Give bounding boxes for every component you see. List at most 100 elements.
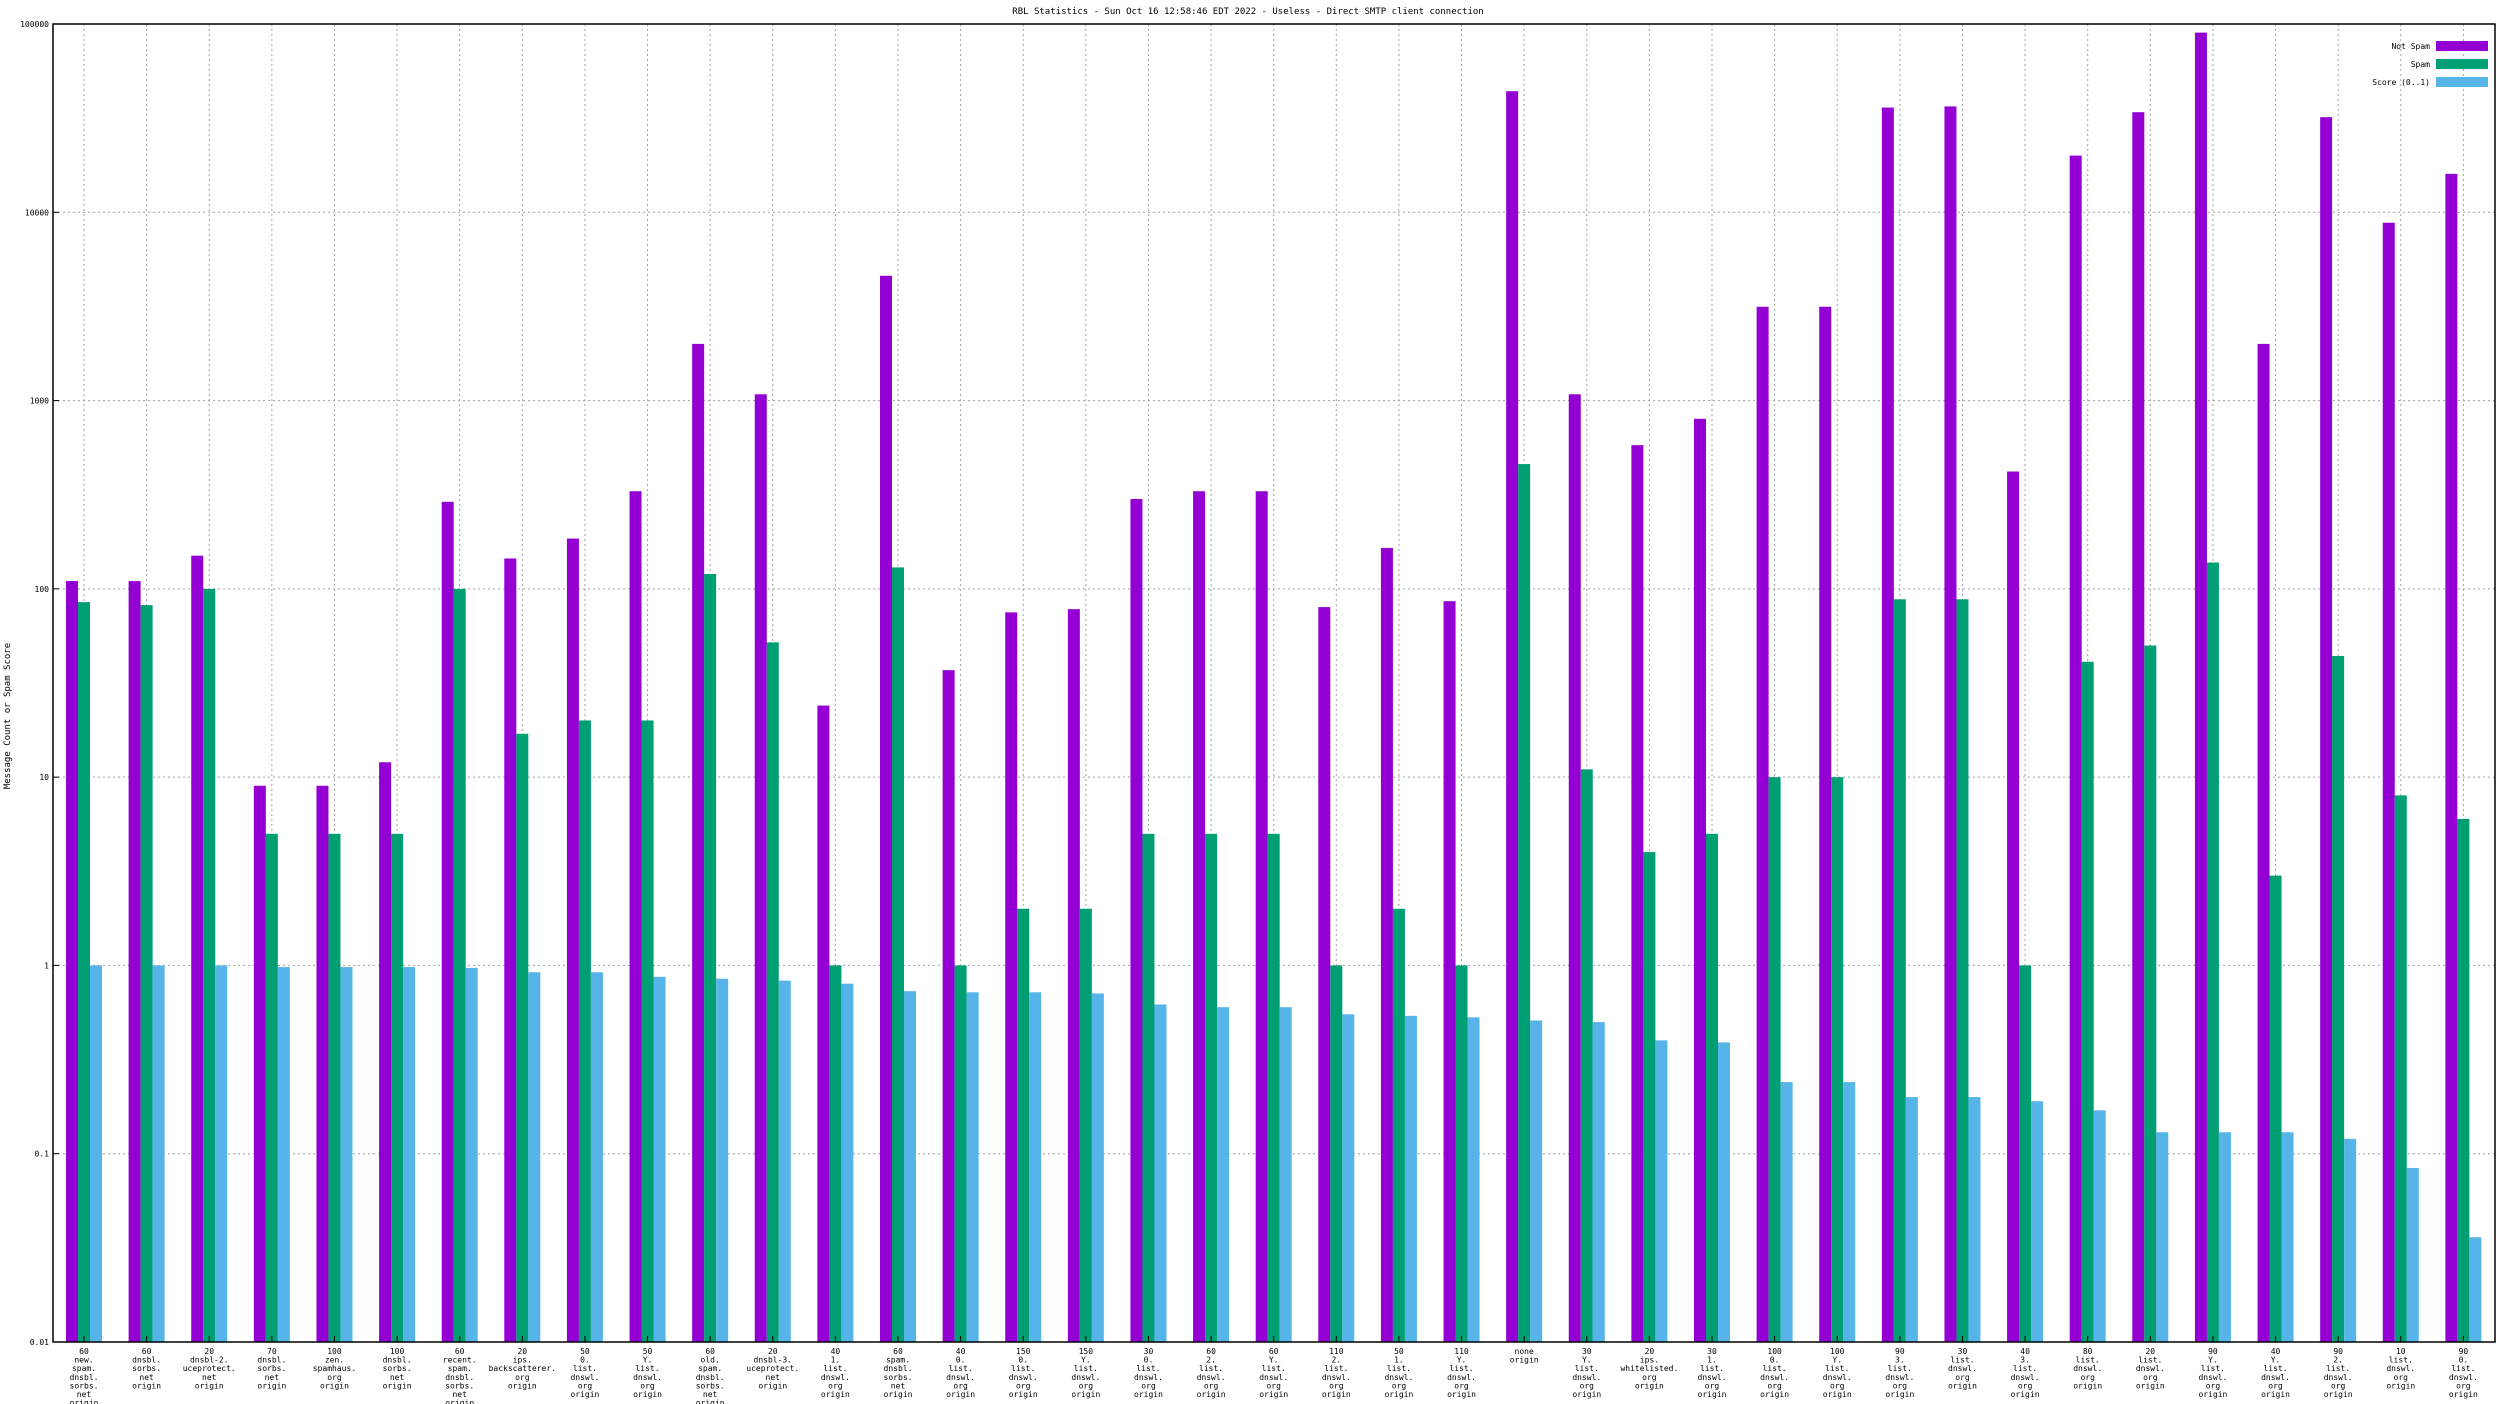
y-axis-label: Message Count or Spam Score (3, 643, 13, 789)
x-tick-label-line: dnswl. (1447, 1373, 1476, 1382)
x-tick-label-line: origin (1071, 1390, 1100, 1399)
bar (2069, 155, 2082, 1342)
x-tick-label-line: net (77, 1390, 92, 1399)
x-tick-label-line: dnswl. (2198, 1373, 2227, 1382)
x-tick-label-line: list. (1324, 1364, 1348, 1373)
x-tick-label-line: origin (2198, 1390, 2227, 1399)
x-tick-label-line: org (1079, 1381, 1094, 1390)
x-tick-label-line: dnswl. (946, 1373, 975, 1382)
x-tick-label-line: 30 (1582, 1347, 1592, 1356)
x-tick-label-line: dnsbl. (884, 1364, 913, 1373)
x-tick-label: 100 0. list. dnswl. org origin (1760, 1347, 1789, 1399)
x-tick-label-line: org (1830, 1381, 1845, 1390)
x-tick-label-line: list. (2263, 1364, 2287, 1373)
bar (966, 992, 979, 1342)
x-tick-label-line: org (1204, 1381, 1219, 1390)
x-tick-label-line: 20 (2145, 1347, 2155, 1356)
x-tick-label-line: 20 (768, 1347, 778, 1356)
x-tick-label-line: 80 (2083, 1347, 2093, 1356)
bar (1968, 1097, 1981, 1342)
bar (841, 983, 854, 1342)
bar (1768, 777, 1781, 1342)
bar (817, 705, 830, 1342)
x-tick-label-line: list. (1011, 1364, 1035, 1373)
x-tick-label-line: 2. (1331, 1356, 1341, 1365)
x-tick-label-line: org (1454, 1381, 1469, 1390)
bar (1905, 1097, 1918, 1342)
x-tick-label-line: list. (1950, 1356, 1974, 1365)
bar (1467, 1017, 1480, 1342)
x-tick-label-line: sorbs. (383, 1364, 412, 1373)
x-tick-label-line: dnswl. (1948, 1364, 1977, 1373)
bar (1530, 1020, 1543, 1342)
x-tick-label-line: org (953, 1381, 968, 1390)
x-tick-label-line: list. (823, 1364, 847, 1373)
x-tick-label: 80 list. dnswl. org origin (2073, 1347, 2102, 1390)
bar (1580, 769, 1593, 1342)
x-tick-label-line: org (2456, 1381, 2471, 1390)
x-tick-label-line: 60 (455, 1347, 465, 1356)
x-tick-label: 40 1. list. dnswl. org origin (821, 1347, 850, 1399)
x-tick-label-line: 90 (2459, 1347, 2469, 1356)
bar (1142, 833, 1155, 1342)
x-tick-label-line: dnsbl. (132, 1356, 161, 1365)
bar (942, 670, 955, 1342)
x-tick-label-line: dnswl. (1885, 1373, 1914, 1382)
x-tick-label-line: net (703, 1390, 718, 1399)
x-tick-label-line: list. (1199, 1364, 1223, 1373)
x-tick-label-line: origin (696, 1399, 725, 1404)
x-tick-label-line: Y. (1832, 1356, 1842, 1365)
x-tick-label-line: 100 (390, 1347, 405, 1356)
x-tick-label-line: origin (633, 1390, 662, 1399)
x-tick-label-line: origin (1510, 1356, 1539, 1365)
x-tick-label-line: 50 (1394, 1347, 1404, 1356)
x-tick-label-line: dnsbl. (383, 1356, 412, 1365)
x-tick-label-line: dnswl. (2011, 1373, 2040, 1382)
bar (880, 275, 892, 1343)
x-tick-label-line: none (1515, 1347, 1534, 1356)
bar (504, 558, 517, 1342)
x-tick-label-line: list. (635, 1364, 659, 1373)
x-tick-label-line: origin (2449, 1390, 2478, 1399)
bar (152, 965, 165, 1342)
x-tick-label-line: list. (2389, 1356, 2413, 1365)
x-tick-label-line: list. (1449, 1364, 1473, 1373)
bar (379, 762, 392, 1342)
bar (1592, 1022, 1605, 1342)
x-tick-label-line: list. (1763, 1364, 1787, 1373)
bar (1831, 777, 1844, 1342)
x-tick-label: 100 dnsbl. sorbs. net origin (383, 1347, 412, 1390)
bar (316, 785, 329, 1342)
x-tick-label-line: 1. (1707, 1356, 1717, 1365)
x-tick-label: 90 Y. list. dnswl. org origin (2198, 1347, 2227, 1399)
bar (1342, 1014, 1355, 1342)
x-tick-label-line: origin (2073, 1381, 2102, 1390)
bar (829, 965, 842, 1342)
x-tick-label-line: 1. (1394, 1356, 1404, 1365)
x-tick-label-line: origin (2324, 1390, 2353, 1399)
x-tick-label-line: origin (320, 1381, 349, 1390)
x-tick-label-line: 2. (2333, 1356, 2343, 1365)
x-tick-label-line: ips. (513, 1356, 532, 1365)
x-tick-label-line: org (2268, 1381, 2283, 1390)
x-tick-label-line: dnswl. (1009, 1373, 1038, 1382)
x-tick-label-line: dnswl. (2073, 1364, 2102, 1373)
legend-swatch (2436, 77, 2488, 87)
x-tick-label-line: origin (570, 1390, 599, 1399)
x-tick-label-line: origin (445, 1399, 474, 1404)
x-tick-label-line: org (2143, 1373, 2158, 1382)
x-tick-label-line: org (2394, 1373, 2409, 1382)
bar (128, 581, 141, 1342)
x-tick-label-line: origin (1572, 1390, 1601, 1399)
bar (191, 555, 204, 1342)
bar (641, 720, 654, 1342)
x-tick-label: 20 dnsbl-2. uceprotect. net origin (183, 1347, 236, 1390)
x-tick-label-line: 60 (79, 1347, 89, 1356)
x-tick-label-line: Y. (643, 1356, 653, 1365)
x-tick-label-line: dnswl. (2261, 1373, 2290, 1382)
bar (340, 967, 353, 1342)
x-tick-label-line: 30 (1958, 1347, 1968, 1356)
bar (1067, 609, 1080, 1342)
x-tick-label: 20 dnsbl-3. uceprotect. net origin (746, 1347, 799, 1390)
x-tick-label: 20 ips. backscatterer. org origin (489, 1347, 556, 1390)
